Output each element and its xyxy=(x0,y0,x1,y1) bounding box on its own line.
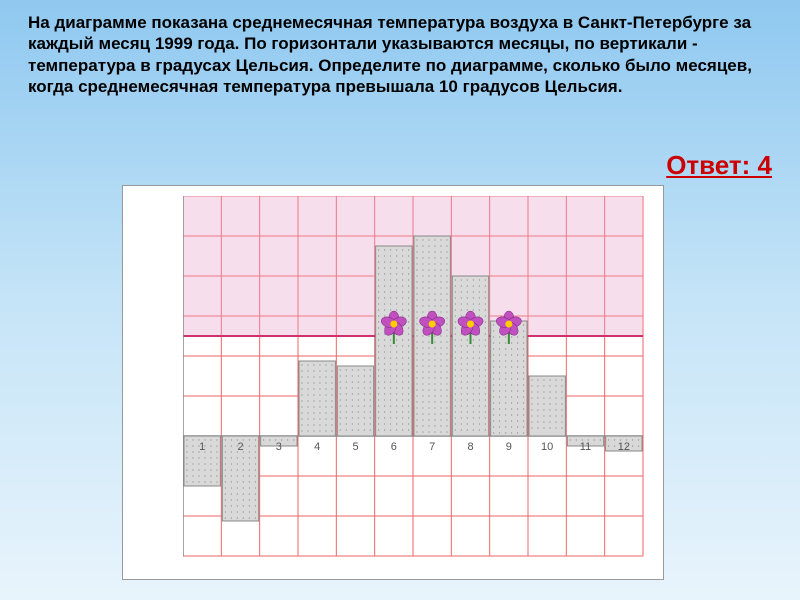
svg-text:7: 7 xyxy=(429,441,435,453)
bar-10 xyxy=(529,376,565,436)
bar-5 xyxy=(337,366,373,436)
svg-text:5: 5 xyxy=(352,441,358,453)
svg-text:12: 12 xyxy=(618,441,630,453)
svg-text:1: 1 xyxy=(199,441,205,453)
svg-text:8: 8 xyxy=(467,441,473,453)
svg-text:9: 9 xyxy=(506,441,512,453)
bar-8 xyxy=(452,276,488,436)
svg-text:10: 10 xyxy=(541,441,553,453)
svg-text:4: 4 xyxy=(314,441,320,453)
answer-label: Ответ: 4 xyxy=(666,150,772,181)
question-text: На диаграмме показана среднемесячная тем… xyxy=(28,12,772,97)
svg-text:6: 6 xyxy=(391,441,397,453)
bar-chart: -12,0-8,0-4,00,04,08,012,016,020,024,012… xyxy=(183,196,663,576)
svg-text:3: 3 xyxy=(276,441,282,453)
chart-container: -12,0-8,0-4,00,04,08,012,016,020,024,012… xyxy=(122,185,664,580)
svg-text:11: 11 xyxy=(580,441,591,453)
bar-4 xyxy=(299,361,335,436)
svg-text:2: 2 xyxy=(237,441,243,453)
